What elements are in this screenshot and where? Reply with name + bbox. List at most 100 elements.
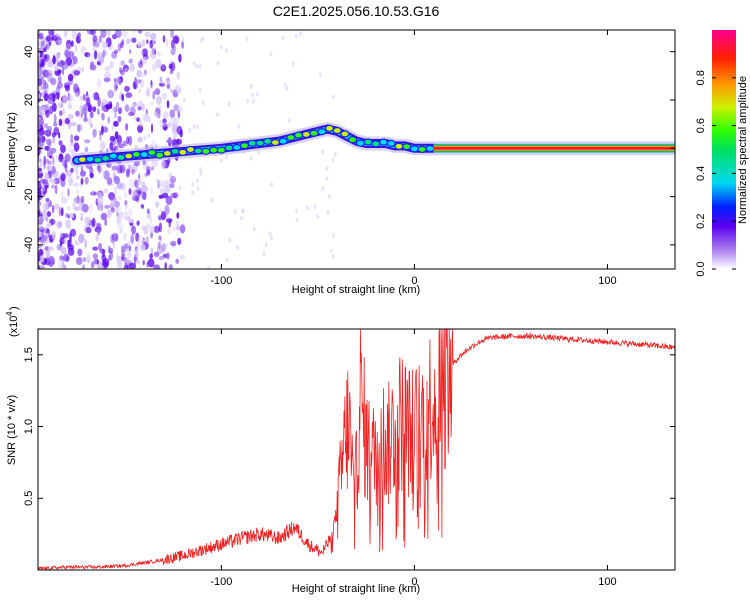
noise-speckle (74, 44, 78, 53)
noise-speckle (106, 209, 112, 219)
noise-speckle (56, 53, 60, 60)
noise-speckle (96, 78, 102, 88)
x-tick-label: 0 (411, 275, 417, 287)
noise-speckle (142, 190, 147, 201)
noise-speckle (159, 208, 163, 214)
noise-speckle (142, 57, 148, 65)
noise-speckle (131, 193, 135, 199)
noise-speckle (145, 86, 151, 94)
noise-speckle (240, 215, 243, 221)
noise-speckle (128, 188, 132, 195)
noise-speckle (43, 181, 50, 188)
noise-speckle (59, 110, 63, 116)
noise-speckle (49, 200, 52, 208)
noise-speckle (164, 204, 170, 215)
noise-speckle (331, 254, 335, 260)
noise-speckle (181, 36, 185, 42)
noise-speckle (82, 264, 86, 269)
noise-speckle (52, 204, 55, 214)
noise-speckle (121, 39, 125, 45)
noise-speckle (143, 69, 147, 75)
noise-speckle (104, 127, 108, 133)
noise-speckle (38, 201, 41, 208)
noise-speckle (333, 151, 337, 157)
noise-speckle (74, 239, 78, 246)
noise-speckle (188, 128, 192, 133)
noise-speckle (149, 217, 153, 224)
track-blob (286, 133, 296, 142)
noise-speckle (144, 172, 148, 177)
y-tick-label: -20 (23, 189, 35, 205)
noise-speckle (170, 30, 174, 39)
noise-speckle (106, 30, 111, 37)
noise-speckle (61, 61, 69, 70)
noise-speckle (41, 187, 44, 197)
noise-speckle (43, 54, 48, 60)
noise-speckle (283, 82, 287, 88)
noise-speckle (161, 159, 166, 170)
noise-speckle (305, 205, 309, 211)
noise-speckle (86, 97, 91, 106)
noise-speckle (79, 95, 83, 101)
noise-speckle (113, 176, 121, 184)
noise-speckle (131, 225, 137, 235)
noise-speckle (42, 79, 47, 86)
colorbar-label: Normalized spectral amplitude (737, 76, 749, 224)
noise-speckle (60, 178, 66, 187)
noise-speckle (150, 123, 154, 134)
noise-speckle (61, 67, 65, 76)
noise-speckle (38, 67, 42, 78)
noise-speckle (56, 265, 64, 269)
noise-speckle (252, 98, 255, 104)
noise-speckle (172, 192, 179, 199)
noise-speckle (101, 264, 105, 269)
noise-speckle (113, 78, 117, 83)
noise-speckle (165, 179, 170, 188)
noise-speckle (123, 232, 127, 242)
noise-speckle (109, 196, 117, 202)
noise-speckle (70, 40, 74, 47)
noise-speckle (103, 188, 109, 194)
noise-speckle (136, 259, 140, 265)
noise-speckle (136, 242, 140, 248)
noise-speckle (92, 128, 97, 138)
noise-speckle (109, 247, 114, 254)
noise-speckle (48, 30, 54, 37)
noise-speckle (75, 165, 79, 176)
noise-speckle (53, 126, 60, 136)
noise-speckle (129, 49, 132, 54)
noise-speckle (65, 154, 71, 163)
noise-speckle (191, 190, 195, 195)
noise-speckle (63, 236, 67, 245)
noise-speckle (326, 210, 330, 216)
noise-speckle (108, 254, 111, 262)
noise-speckle (126, 250, 132, 258)
noise-speckle (245, 36, 249, 42)
noise-speckle (252, 226, 256, 232)
noise-speckle (51, 184, 56, 189)
track-blob (108, 152, 118, 160)
tone-core (433, 147, 675, 150)
noise-speckle (53, 113, 57, 124)
noise-speckle (136, 70, 143, 78)
noise-speckle (150, 32, 157, 41)
noise-speckle (178, 185, 182, 191)
noise-speckle (135, 232, 140, 242)
noise-speckle (192, 124, 196, 130)
noise-speckle (134, 179, 139, 189)
noise-speckle (67, 175, 75, 184)
noise-speckle (116, 211, 119, 217)
noise-speckle (112, 106, 116, 114)
noise-speckle (111, 165, 118, 171)
noise-speckle (170, 240, 177, 247)
noise-speckle (39, 253, 45, 263)
track-blob (332, 126, 342, 135)
track-blob (301, 130, 311, 138)
noise-speckle (330, 248, 333, 254)
noise-speckle (150, 166, 154, 171)
noise-speckle (270, 235, 273, 241)
noise-speckle (60, 196, 68, 204)
noise-speckle (149, 253, 153, 260)
noise-speckle (76, 257, 83, 265)
noise-speckle (137, 124, 144, 133)
